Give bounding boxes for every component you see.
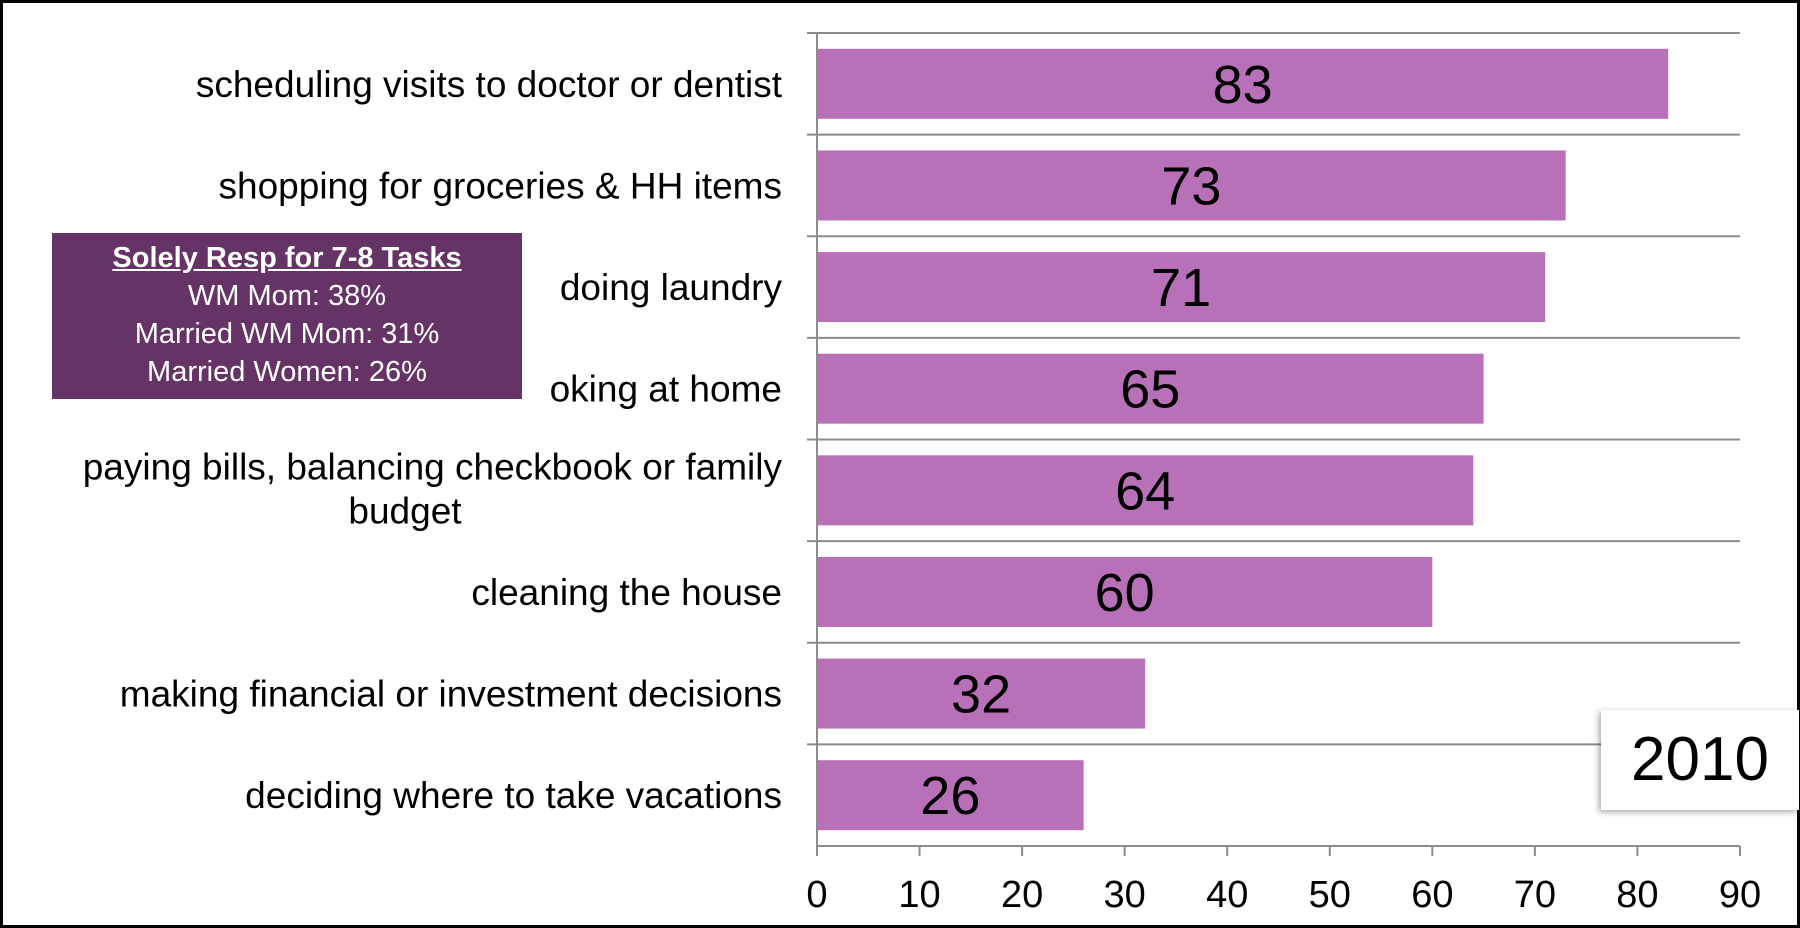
x-tick-label: 60 (1411, 874, 1453, 916)
value-labels: 83 73 71 65 64 60 32 26 (920, 55, 1272, 826)
bar (817, 658, 1146, 729)
category-label: paying bills, balancing checkbook or fam… (83, 446, 783, 531)
data-label: 64 (1115, 461, 1175, 521)
category-label-line: paying bills, balancing checkbook or fam… (83, 446, 783, 487)
category-label: cleaning the house (471, 572, 782, 613)
data-label: 65 (1120, 360, 1180, 420)
data-label: 60 (1095, 563, 1155, 623)
data-label: 26 (920, 766, 980, 826)
annotation-title: Solely Resp for 7-8 Tasks (112, 242, 462, 274)
category-label-line: scheduling visits to doctor or dentist (196, 64, 783, 105)
data-label: 73 (1161, 156, 1221, 216)
bar (817, 252, 1546, 323)
data-label: 83 (1213, 55, 1273, 115)
bars (817, 48, 1669, 831)
category-label: oking at home (550, 369, 782, 410)
annotation-line: Married Women: 26% (147, 356, 427, 388)
category-label: scheduling visits to doctor or dentist (196, 64, 783, 105)
category-label-line: budget (348, 490, 462, 531)
category-label: shopping for groceries & HH items (219, 165, 782, 206)
bar (817, 455, 1474, 526)
annotation-line: Married WM Mom: 31% (134, 318, 440, 350)
bar (817, 48, 1669, 119)
category-label: deciding where to take vacations (245, 775, 782, 816)
x-tick-label: 80 (1616, 874, 1658, 916)
category-label-line: shopping for groceries & HH items (219, 165, 782, 206)
data-label: 32 (951, 665, 1011, 725)
category-label-line: making financial or investment decisions (120, 674, 782, 715)
category-label-line: oking at home (550, 369, 782, 410)
x-tick-label: 90 (1719, 874, 1761, 916)
x-tick-label: 40 (1206, 874, 1248, 916)
x-tick-label: 70 (1514, 874, 1556, 916)
category-label: doing laundry (560, 267, 783, 308)
year-label: 2010 (1601, 710, 1799, 810)
axes (816, 33, 1741, 856)
bar (817, 760, 1084, 831)
annotation-box: Solely Resp for 7-8 Tasks WM Mom: 38% Ma… (52, 233, 522, 399)
annotation-line: WM Mom: 38% (187, 280, 387, 312)
category-labels: scheduling visits to doctor or dentist sh… (83, 64, 783, 816)
x-tick-label: 50 (1309, 874, 1351, 916)
x-tick-labels: 0 10 20 30 40 50 60 70 80 90 (806, 874, 1761, 916)
bar (817, 150, 1566, 221)
bar (817, 353, 1484, 424)
x-tick-label: 10 (898, 874, 940, 916)
x-tick-label: 30 (1104, 874, 1146, 916)
category-label-line: doing laundry (560, 267, 783, 308)
bar (817, 556, 1433, 627)
category-label-line: deciding where to take vacations (245, 775, 782, 816)
x-tick-label: 20 (1001, 874, 1043, 916)
data-label: 71 (1151, 258, 1211, 318)
category-label: making financial or investment decisions (120, 674, 782, 715)
gridlines (807, 32, 1740, 746)
category-label-line: cleaning the house (471, 572, 782, 613)
x-tick-label: 0 (806, 874, 827, 916)
